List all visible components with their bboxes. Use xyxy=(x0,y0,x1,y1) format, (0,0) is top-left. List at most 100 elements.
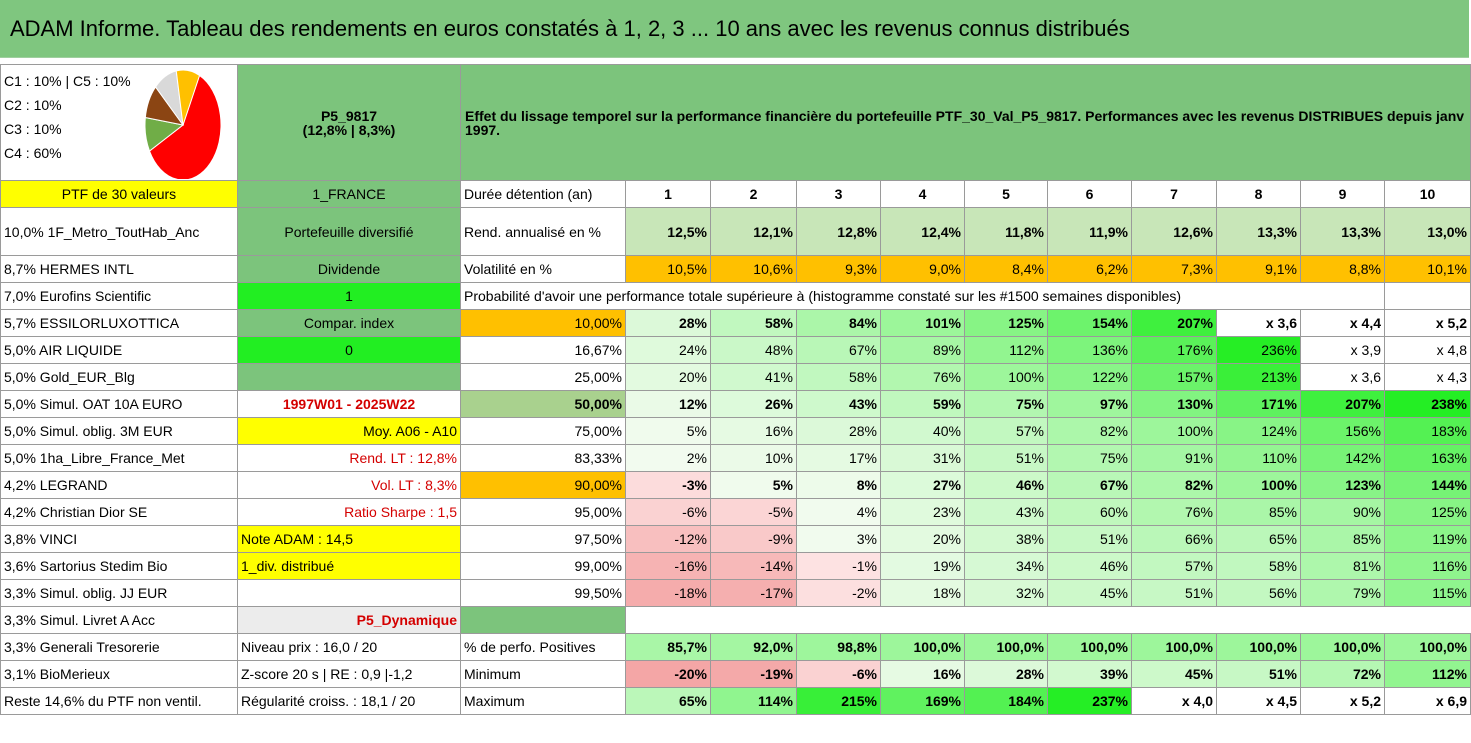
probability-value[interactable]: 58% xyxy=(710,309,797,337)
probability-value[interactable]: x 3,6 xyxy=(1216,309,1301,337)
probability-value[interactable]: 48% xyxy=(710,336,797,364)
probability-value[interactable]: 27% xyxy=(880,471,965,499)
year-header[interactable]: 9 xyxy=(1300,180,1385,208)
year-header[interactable]: 4 xyxy=(880,180,965,208)
probability-value[interactable]: 58% xyxy=(1216,552,1301,580)
probability-value[interactable]: 46% xyxy=(964,471,1048,499)
probability-level[interactable]: 16,67% xyxy=(460,336,626,364)
probability-value[interactable]: 58% xyxy=(796,363,881,391)
probability-value[interactable]: 213% xyxy=(1216,363,1301,391)
probability-value[interactable]: 154% xyxy=(1047,309,1132,337)
rend-value[interactable]: 12,8% xyxy=(796,207,881,256)
probability-value[interactable]: 76% xyxy=(1131,498,1217,526)
probability-value[interactable]: 75% xyxy=(1047,444,1132,472)
probability-value[interactable]: 43% xyxy=(796,390,881,418)
probability-value[interactable]: 26% xyxy=(710,390,797,418)
probability-level[interactable]: 95,00% xyxy=(460,498,626,526)
vol-value[interactable]: 8,8% xyxy=(1300,255,1385,283)
pos-value[interactable]: 100,0% xyxy=(1384,633,1471,661)
rend-value[interactable]: 12,5% xyxy=(625,207,711,256)
probability-value[interactable]: 5% xyxy=(710,471,797,499)
ptf-label[interactable]: PTF de 30 valeurs xyxy=(0,180,238,208)
probability-level[interactable]: 83,33% xyxy=(460,444,626,472)
holding-name[interactable]: 5,0% Gold_EUR_Blg xyxy=(0,363,238,391)
vol-label[interactable]: Volatilité en % xyxy=(460,255,626,283)
min-value[interactable]: -6% xyxy=(796,660,881,688)
probability-value[interactable]: 12% xyxy=(625,390,711,418)
rend-value[interactable]: 13,3% xyxy=(1300,207,1385,256)
probability-value[interactable]: x 5,2 xyxy=(1384,309,1471,337)
pos-label[interactable]: % de perfo. Positives xyxy=(460,633,626,661)
info-cell[interactable]: Dividende xyxy=(237,255,461,283)
probability-value[interactable]: 79% xyxy=(1300,579,1385,607)
max-value[interactable]: 65% xyxy=(625,687,711,715)
vol-value[interactable]: 6,2% xyxy=(1047,255,1132,283)
holding-name[interactable]: 3,1% BioMerieux xyxy=(0,660,238,688)
probability-value[interactable]: 18% xyxy=(880,579,965,607)
probability-value[interactable]: 76% xyxy=(880,363,965,391)
info-cell[interactable]: Rend. LT : 12,8% xyxy=(237,444,461,472)
min-value[interactable]: 51% xyxy=(1216,660,1301,688)
holding-name[interactable]: 4,2% LEGRAND xyxy=(0,471,238,499)
max-value[interactable]: 215% xyxy=(796,687,881,715)
max-value[interactable]: x 6,9 xyxy=(1384,687,1471,715)
info-cell[interactable]: Note ADAM : 14,5 xyxy=(237,525,461,553)
max-value[interactable]: x 4,0 xyxy=(1131,687,1217,715)
pos-value[interactable]: 100,0% xyxy=(1216,633,1301,661)
probability-value[interactable]: 124% xyxy=(1216,417,1301,445)
probability-value[interactable]: 183% xyxy=(1384,417,1471,445)
info-cell[interactable]: Vol. LT : 8,3% xyxy=(237,471,461,499)
holding-name[interactable]: 3,8% VINCI xyxy=(0,525,238,553)
probability-value[interactable]: 40% xyxy=(880,417,965,445)
holding-name[interactable]: 3,6% Sartorius Stedim Bio xyxy=(0,552,238,580)
year-header[interactable]: 10 xyxy=(1384,180,1471,208)
probability-value[interactable]: 57% xyxy=(1131,552,1217,580)
probability-value[interactable]: 100% xyxy=(964,363,1048,391)
probability-value[interactable]: 3% xyxy=(796,525,881,553)
probability-value[interactable]: 85% xyxy=(1216,498,1301,526)
max-value[interactable]: 184% xyxy=(964,687,1048,715)
probability-value[interactable]: 43% xyxy=(964,498,1048,526)
empty-green-cell[interactable] xyxy=(460,606,626,634)
rend-value[interactable]: 13,3% xyxy=(1216,207,1301,256)
probability-value[interactable]: 123% xyxy=(1300,471,1385,499)
info-cell[interactable] xyxy=(237,363,461,391)
vol-value[interactable]: 10,6% xyxy=(710,255,797,283)
probability-level[interactable]: 50,00% xyxy=(460,390,626,418)
probability-value[interactable]: 144% xyxy=(1384,471,1471,499)
holding-name[interactable]: 5,0% AIR LIQUIDE xyxy=(0,336,238,364)
probability-value[interactable]: 125% xyxy=(964,309,1048,337)
probability-value[interactable]: 28% xyxy=(625,309,711,337)
year-header[interactable]: 1 xyxy=(625,180,711,208)
probability-value[interactable]: 101% xyxy=(880,309,965,337)
probability-value[interactable]: 119% xyxy=(1384,525,1471,553)
probability-level[interactable]: 97,50% xyxy=(460,525,626,553)
probability-value[interactable]: 45% xyxy=(1047,579,1132,607)
pos-value[interactable]: 85,7% xyxy=(625,633,711,661)
country-label[interactable]: 1_FRANCE xyxy=(237,180,461,208)
min-value[interactable]: 16% xyxy=(880,660,965,688)
probability-value[interactable]: -2% xyxy=(796,579,881,607)
probability-value[interactable]: 238% xyxy=(1384,390,1471,418)
probability-value[interactable]: -3% xyxy=(625,471,711,499)
probability-value[interactable]: 82% xyxy=(1047,417,1132,445)
probability-value[interactable]: 10% xyxy=(710,444,797,472)
year-header[interactable]: 5 xyxy=(964,180,1048,208)
rend-value[interactable]: 11,8% xyxy=(964,207,1048,256)
probability-value[interactable]: 236% xyxy=(1216,336,1301,364)
year-header[interactable]: 6 xyxy=(1047,180,1132,208)
probability-value[interactable]: -12% xyxy=(625,525,711,553)
min-value[interactable]: 28% xyxy=(964,660,1048,688)
probability-value[interactable]: 66% xyxy=(1131,525,1217,553)
min-value[interactable]: 39% xyxy=(1047,660,1132,688)
probability-value[interactable]: x 4,3 xyxy=(1384,363,1471,391)
min-value[interactable]: -20% xyxy=(625,660,711,688)
probability-value[interactable]: -16% xyxy=(625,552,711,580)
info-cell[interactable]: Niveau prix : 16,0 / 20 xyxy=(237,633,461,661)
probability-value[interactable]: 20% xyxy=(625,363,711,391)
max-value[interactable]: 114% xyxy=(710,687,797,715)
holding-name[interactable]: 5,0% 1ha_Libre_France_Met xyxy=(0,444,238,472)
probability-value[interactable]: 19% xyxy=(880,552,965,580)
probability-value[interactable]: 171% xyxy=(1216,390,1301,418)
probability-value[interactable]: 84% xyxy=(796,309,881,337)
